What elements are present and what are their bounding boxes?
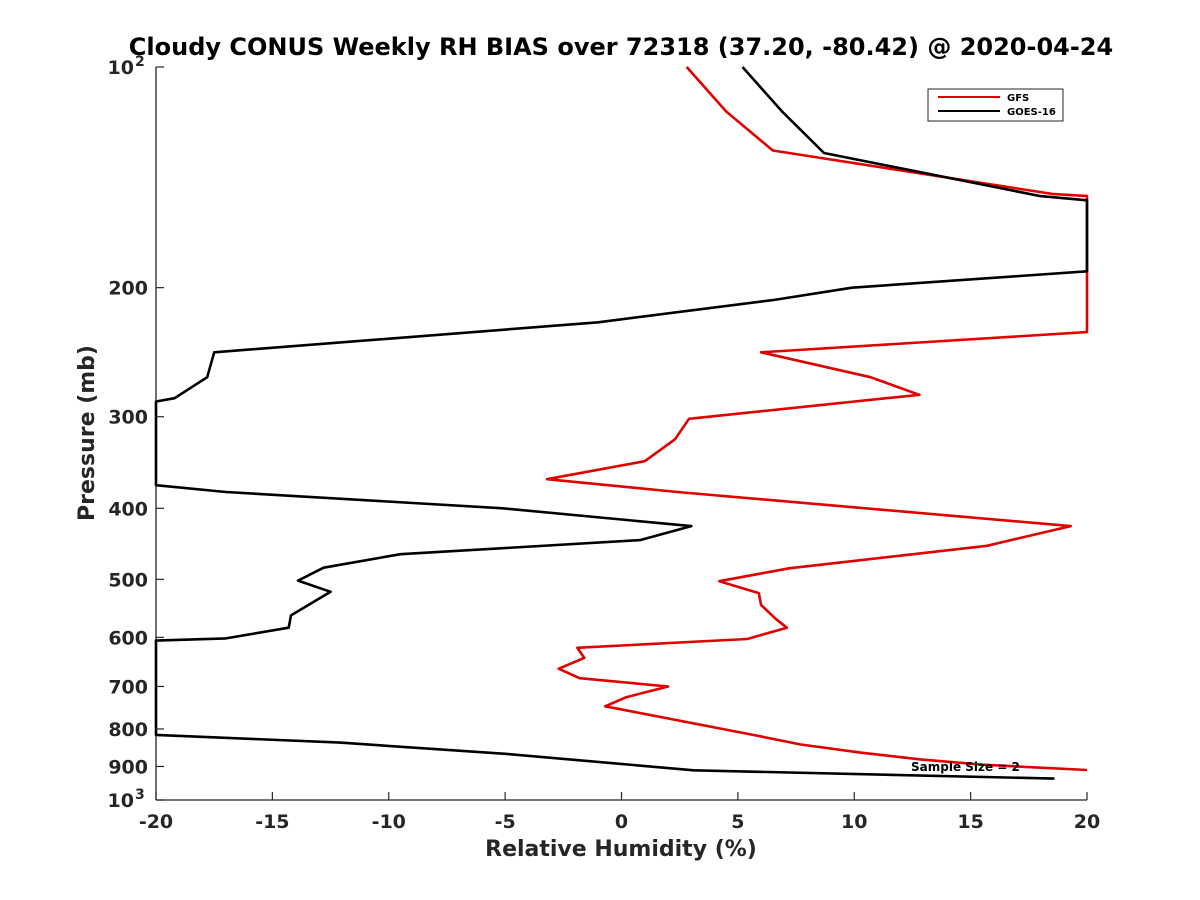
- x-tick-label: 0: [615, 811, 628, 833]
- x-tick-label: -15: [255, 811, 289, 833]
- x-tick-label: -20: [139, 811, 173, 833]
- series-line-goes16: [154, 66, 1089, 780]
- y-tick-label: 600: [108, 627, 148, 649]
- y-tick-label: 400: [108, 498, 148, 520]
- series-lines: [154, 66, 1089, 780]
- sample-size-annotation: Sample Size = 2: [911, 760, 1020, 774]
- y-tick-label: 10: [108, 57, 134, 79]
- x-tick-label: 20: [1074, 811, 1100, 833]
- y-tick-label: 700: [108, 676, 148, 698]
- y-tick-label: 500: [108, 569, 148, 591]
- series-line-gfs: [545, 66, 1089, 772]
- x-tick-label: 5: [731, 811, 744, 833]
- y-tick-label: 300: [108, 407, 148, 429]
- x-tick-label: 15: [957, 811, 983, 833]
- plot-area: -20 -15 -10 -5 0 5 10 15 20 10 220030040050060070…: [108, 54, 1101, 833]
- y-tick-label: 800: [108, 719, 148, 741]
- y-tick-label: 900: [108, 756, 148, 778]
- y-tick-exponent: 2: [135, 54, 145, 70]
- y-tick-label: 10: [108, 790, 134, 812]
- y-tick-exponent: 3: [135, 787, 145, 803]
- x-axis-label: Relative Humidity (%): [485, 837, 757, 862]
- legend-label-goes16: GOES-16: [1007, 107, 1056, 118]
- legend-box: [927, 88, 1064, 122]
- legend-label-gfs: GFS: [1007, 93, 1029, 104]
- y-tick-label: 200: [108, 278, 148, 300]
- x-tick-label: -10: [372, 811, 406, 833]
- y-axis-label: Pressure (mb): [75, 345, 100, 521]
- chart-title: Cloudy CONUS Weekly RH BIAS over 72318 (…: [129, 33, 1113, 61]
- legend: GFS GOES-16: [927, 88, 1064, 122]
- x-ticks: -20 -15 -10 -5 0 5 10 15 20: [139, 792, 1100, 833]
- x-tick-label: -5: [495, 811, 516, 833]
- x-tick-label: 10: [841, 811, 867, 833]
